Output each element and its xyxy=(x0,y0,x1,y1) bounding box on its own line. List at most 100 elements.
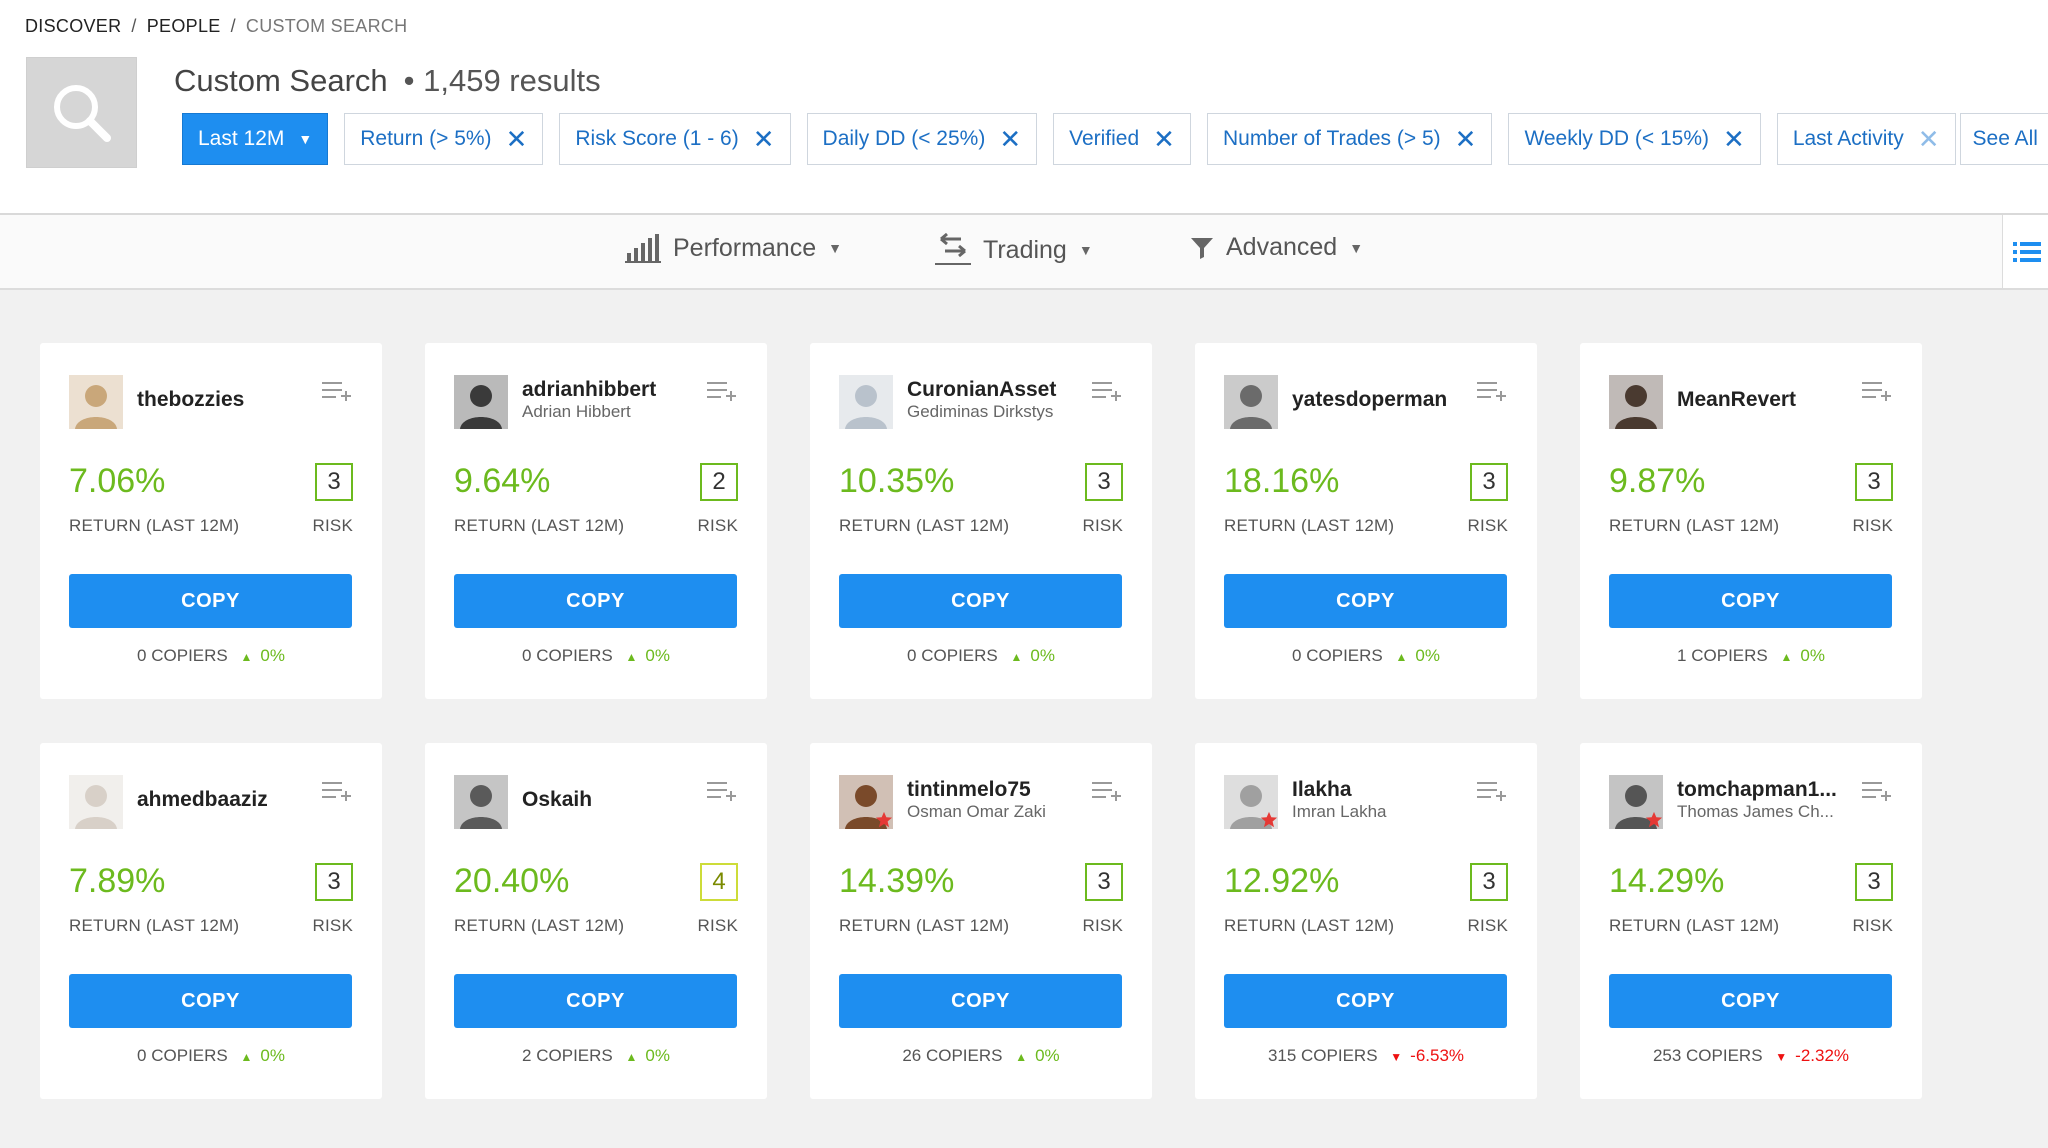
filter-chip-last-activity[interactable]: Last Activity ✕ xyxy=(1776,113,1956,165)
avatar[interactable] xyxy=(1609,375,1663,429)
popular-investor-star-icon xyxy=(1260,811,1278,828)
avatar-image xyxy=(69,375,123,429)
copy-button[interactable]: COPY xyxy=(1609,974,1892,1028)
close-icon[interactable]: ✕ xyxy=(1153,124,1175,154)
avatar[interactable] xyxy=(454,375,508,429)
arrow-down-icon: ▼ xyxy=(1775,1050,1788,1064)
filter-label: Risk Score (1 - 6) xyxy=(575,127,739,150)
avatar[interactable] xyxy=(69,775,123,829)
close-icon[interactable]: ✕ xyxy=(1454,124,1477,154)
add-to-watchlist-icon[interactable] xyxy=(1092,380,1122,404)
avatar[interactable] xyxy=(1224,375,1278,429)
results-count: • 1,459 results xyxy=(403,63,601,98)
copy-button[interactable]: COPY xyxy=(839,974,1122,1028)
trader-card[interactable]: Oskaih 20.40% 4 RETURN (LAST 12M) RISK C… xyxy=(425,743,767,1099)
breadcrumb: DISCOVER / PEOPLE / CUSTOM SEARCH xyxy=(25,16,407,37)
trader-card[interactable]: MeanRevert 9.87% 3 RETURN (LAST 12M) RIS… xyxy=(1580,343,1922,699)
trader-card[interactable]: ahmedbaaziz 7.89% 3 RETURN (LAST 12M) RI… xyxy=(40,743,382,1099)
filter-chip-weekly-dd[interactable]: Weekly DD (< 15%) ✕ xyxy=(1508,113,1761,165)
avatar[interactable] xyxy=(69,375,123,429)
add-to-watchlist-icon[interactable] xyxy=(707,380,737,404)
filter-chip-daily-dd[interactable]: Daily DD (< 25%) ✕ xyxy=(806,113,1038,165)
trader-card[interactable]: tomchapman1... Thomas James Ch... 14.29%… xyxy=(1580,743,1922,1099)
trader-username[interactable]: CuronianAsset xyxy=(907,378,1057,401)
risk-label: RISK xyxy=(1852,516,1893,535)
trader-username[interactable]: Ilakha xyxy=(1292,778,1352,801)
copy-button[interactable]: COPY xyxy=(454,574,737,628)
trader-username[interactable]: adrianhibbert xyxy=(522,378,657,401)
trader-card[interactable]: Ilakha Imran Lakha 12.92% 3 RETURN (LAST… xyxy=(1195,743,1537,1099)
trader-card[interactable]: CuronianAsset Gediminas Dirkstys 10.35% … xyxy=(810,343,1152,699)
see-all-dropdown[interactable]: See All ▼ xyxy=(1959,113,2048,165)
risk-label: RISK xyxy=(697,516,738,535)
trader-card[interactable]: tintinmelo75 Osman Omar Zaki 14.39% 3 RE… xyxy=(810,743,1152,1099)
avatar[interactable] xyxy=(1609,775,1663,829)
filter-chip-number-of-trades[interactable]: Number of Trades (> 5) ✕ xyxy=(1206,113,1493,165)
trader-username[interactable]: MeanRevert xyxy=(1677,388,1797,411)
copy-button[interactable]: COPY xyxy=(1224,574,1507,628)
add-to-watchlist-icon[interactable] xyxy=(1477,380,1507,404)
copiers-change: ▼ -6.53% xyxy=(1390,1046,1464,1065)
list-view-button[interactable] xyxy=(2002,215,2048,288)
copy-button[interactable]: COPY xyxy=(69,574,352,628)
trader-username[interactable]: tintinmelo75 xyxy=(907,778,1031,801)
trader-username[interactable]: Oskaih xyxy=(522,788,593,811)
add-to-watchlist-icon[interactable] xyxy=(1862,780,1892,804)
add-to-watchlist-icon[interactable] xyxy=(1477,780,1507,804)
copiers-count: 0 COPIERS xyxy=(137,1046,228,1065)
copiers-change: ▲ 0% xyxy=(625,1046,669,1065)
search-icon xyxy=(53,84,111,142)
risk-score-badge: 3 xyxy=(1085,463,1123,501)
copy-button[interactable]: COPY xyxy=(454,974,737,1028)
trader-card[interactable]: yatesdoperman 18.16% 3 RETURN (LAST 12M)… xyxy=(1195,343,1537,699)
performance-dropdown[interactable]: Performance ▼ xyxy=(625,233,842,263)
copiers-change-value: 0% xyxy=(260,646,285,665)
arrow-up-icon: ▲ xyxy=(1780,650,1793,664)
filter-chip-return[interactable]: Return (> 5%) ✕ xyxy=(344,113,544,165)
add-to-watchlist-icon[interactable] xyxy=(707,780,737,804)
period-dropdown[interactable]: Last 12M ▼ xyxy=(182,113,329,165)
close-icon[interactable]: ✕ xyxy=(505,124,528,154)
copiers-count: 0 COPIERS xyxy=(522,646,613,665)
close-icon[interactable]: ✕ xyxy=(999,124,1022,154)
risk-label: RISK xyxy=(697,916,738,935)
trader-username[interactable]: thebozzies xyxy=(137,388,245,411)
risk-score-badge: 3 xyxy=(1470,863,1508,901)
popular-investor-star-icon xyxy=(875,811,893,828)
avatar[interactable] xyxy=(839,375,893,429)
filter-chip-verified[interactable]: Verified ✕ xyxy=(1053,113,1191,165)
trader-card[interactable]: adrianhibbert Adrian Hibbert 9.64% 2 RET… xyxy=(425,343,767,699)
add-to-watchlist-icon[interactable] xyxy=(1862,380,1892,404)
close-icon[interactable]: ✕ xyxy=(1723,124,1745,154)
copy-button[interactable]: COPY xyxy=(1609,574,1892,628)
trader-fullname: Gediminas Dirkstys xyxy=(907,402,1054,421)
avatar-image xyxy=(1224,375,1278,429)
copy-button[interactable]: COPY xyxy=(69,974,352,1028)
return-value: 10.35% xyxy=(839,462,955,500)
filter-chip-risk-score[interactable]: Risk Score (1 - 6) ✕ xyxy=(559,113,791,165)
copiers-change-value: 0% xyxy=(645,1046,670,1065)
caret-down-icon: ▼ xyxy=(2046,131,2048,147)
trading-dropdown[interactable]: Trading ▼ xyxy=(935,233,1093,267)
arrow-up-icon: ▲ xyxy=(1010,650,1023,664)
close-icon[interactable]: ✕ xyxy=(752,124,775,154)
copy-button[interactable]: COPY xyxy=(1224,974,1507,1028)
avatar[interactable] xyxy=(454,775,508,829)
copiers-count: 315 COPIERS xyxy=(1267,1046,1378,1065)
avatar[interactable] xyxy=(839,775,893,829)
copiers-info: 2 COPIERS ▲ 0% xyxy=(425,1046,767,1066)
add-to-watchlist-icon[interactable] xyxy=(322,380,352,404)
trader-card[interactable]: thebozzies 7.06% 3 RETURN (LAST 12M) RIS… xyxy=(40,343,382,699)
add-to-watchlist-icon[interactable] xyxy=(1092,780,1122,804)
title-row: Custom Search • 1,459 results xyxy=(174,63,601,99)
trader-username[interactable]: ahmedbaaziz xyxy=(137,788,268,811)
add-to-watchlist-icon[interactable] xyxy=(322,780,352,804)
advanced-dropdown[interactable]: Advanced ▼ xyxy=(1190,233,1363,262)
copy-button[interactable]: COPY xyxy=(839,574,1122,628)
breadcrumb-discover[interactable]: DISCOVER xyxy=(25,16,122,36)
breadcrumb-people[interactable]: PEOPLE xyxy=(146,16,221,36)
trader-username[interactable]: tomchapman1... xyxy=(1677,778,1837,801)
close-icon[interactable]: ✕ xyxy=(1917,124,1940,154)
trader-username[interactable]: yatesdoperman xyxy=(1292,388,1448,411)
avatar[interactable] xyxy=(1224,775,1278,829)
